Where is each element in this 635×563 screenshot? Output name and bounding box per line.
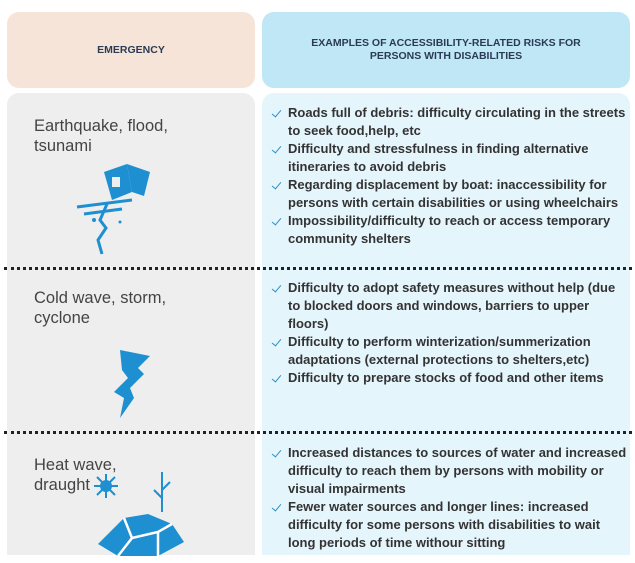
- earthquake-icon: [72, 162, 162, 257]
- row-separator: [4, 431, 632, 434]
- drought-icon: [88, 472, 188, 557]
- page: EMERGENCY EXAMPLES OF ACCESSIBILITY-RELA…: [0, 0, 635, 563]
- risk-item: Fewer water sources and longer lines: in…: [272, 498, 627, 552]
- header-cell: EMERGENCY: [7, 12, 255, 88]
- row-separator: [4, 267, 632, 270]
- header-text: EXAMPLES OF ACCESSIBILITY-RELATED RISKS …: [311, 37, 581, 63]
- risk-item: Increased distances to sources of water …: [272, 444, 627, 498]
- risk-item: Difficulty to prepare stocks of food and…: [272, 369, 627, 387]
- risk-item: Roads full of debris: difficulty circula…: [272, 104, 627, 140]
- risk-item: Impossibility/difficulty to reach or acc…: [272, 212, 627, 248]
- risk-list: Difficulty to adopt safety measures with…: [272, 279, 627, 387]
- header-text: EMERGENCY: [97, 44, 165, 57]
- storm-icon: [100, 348, 160, 423]
- risk-item: Difficulty and stressfulness in finding …: [272, 140, 627, 176]
- risk-item: Regarding displacement by boat: inaccess…: [272, 176, 627, 212]
- risk-item: Difficulty to adopt safety measures with…: [272, 279, 627, 333]
- risk-list: Roads full of debris: difficulty circula…: [272, 104, 627, 248]
- risk-item: Difficulty to perform winterization/summ…: [272, 333, 627, 369]
- header-cell: EXAMPLES OF ACCESSIBILITY-RELATED RISKS …: [262, 12, 630, 88]
- emergency-label: Cold wave, storm, cyclone: [34, 288, 214, 328]
- emergency-label: Earthquake, flood, tsunami: [34, 116, 174, 156]
- risk-list: Increased distances to sources of water …: [272, 444, 627, 552]
